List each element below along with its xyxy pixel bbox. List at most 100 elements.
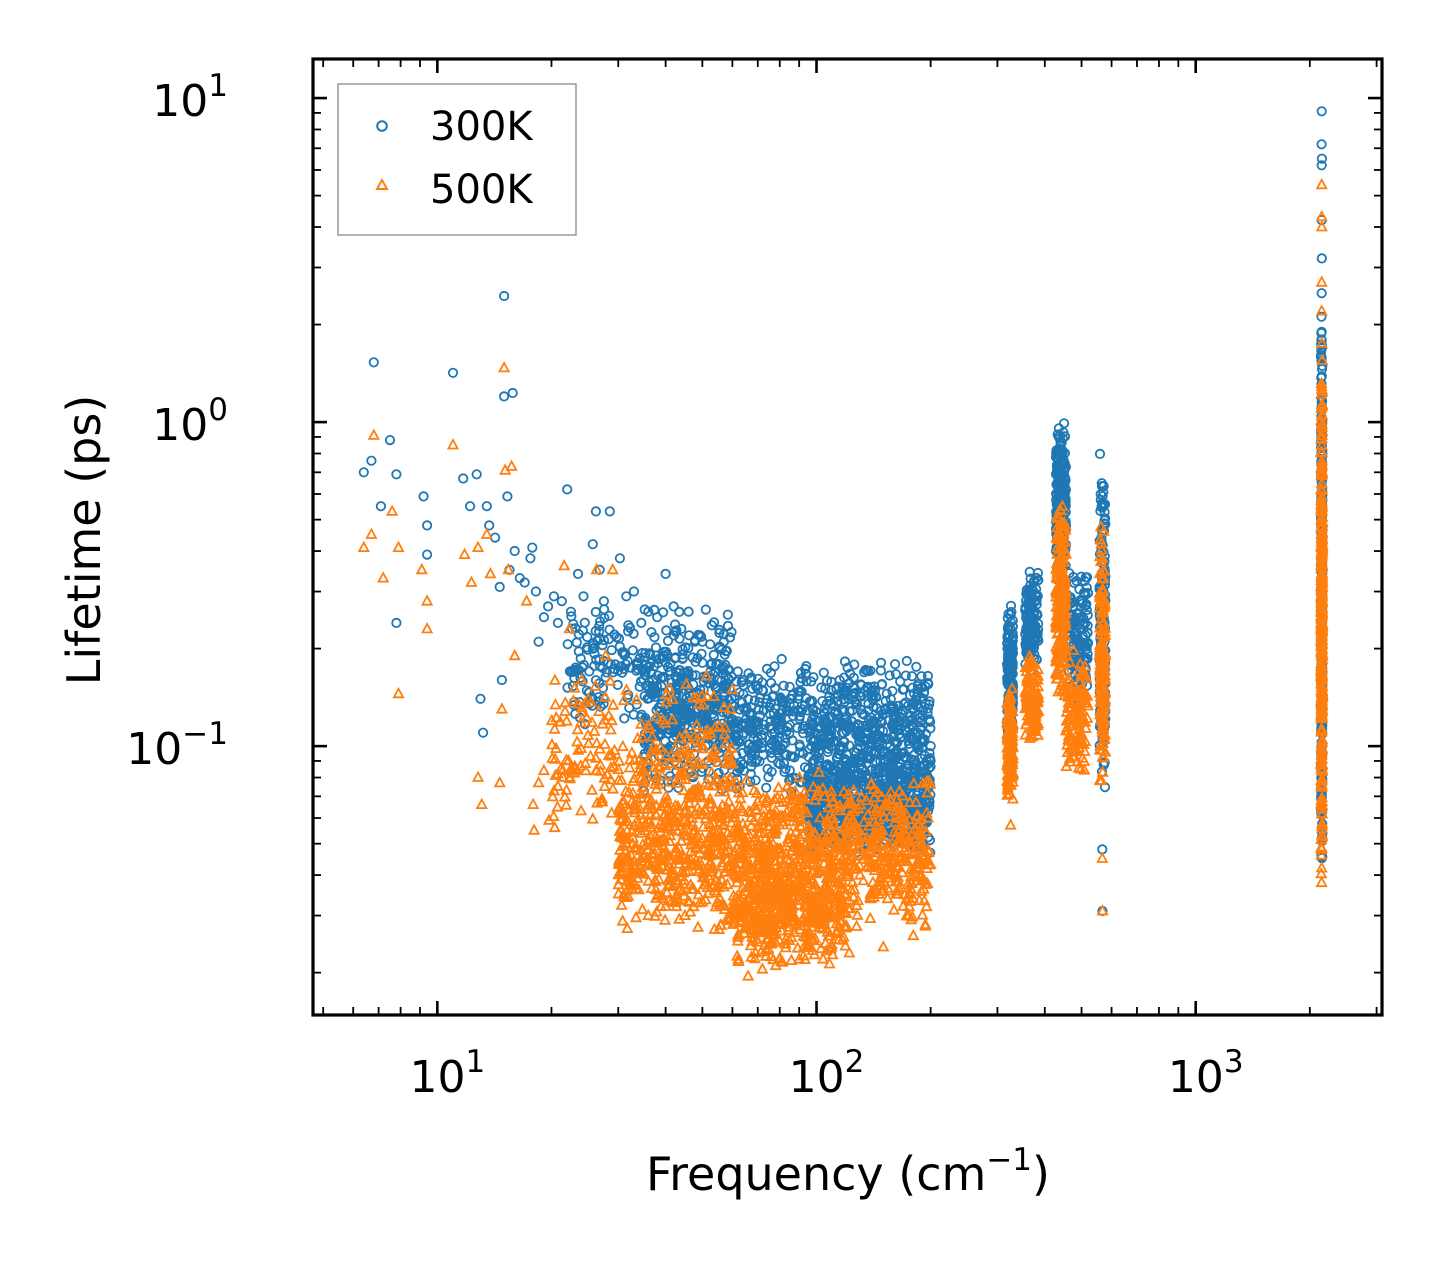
data-point-300K [644,676,655,687]
data-point-300K [823,733,834,744]
data-point-300K [721,645,732,657]
data-point-300K [716,675,727,686]
data-point-300K [677,652,688,664]
data-point-300K [747,722,759,734]
data-point-300K [573,646,584,657]
data-point-300K [690,656,701,667]
data-point-300K [822,746,833,758]
data-point-300K [885,740,896,751]
data-point-300K [603,610,615,621]
data-point-300K [743,668,754,679]
data-point-300K [922,707,933,719]
data-point-300K [849,659,860,670]
data-point-300K [562,639,573,650]
data-point-300K [776,744,787,755]
data-point-300K [825,722,836,733]
data-point-300K [828,774,839,786]
data-point-300K [769,661,780,672]
data-point-300K [869,745,881,757]
data-point-300K [650,691,661,702]
data-point-300K [708,617,720,628]
data-point-300K [622,655,633,667]
data-point-300K [876,678,888,690]
data-point-300K [674,606,685,618]
data-point-300K [793,686,804,697]
data-point-300K [737,697,748,708]
data-point-300K [870,755,881,767]
data-point-300K [700,604,711,615]
data-point-300K [906,671,918,682]
data-point-300K [903,743,915,755]
data-point-300K [894,723,906,734]
data-point-300K [683,669,694,680]
data-point-300K [613,633,625,644]
data-point-300K [764,742,776,753]
data-point-300K [745,761,757,772]
data-point-300K [805,676,817,687]
data-point-300K [754,710,766,721]
data-point-300K [631,665,642,676]
data-point-300K [917,693,929,704]
data-point-300K [784,681,795,692]
data-point-300K [835,717,847,728]
data-point-300K [766,747,777,759]
data-point-300K [606,644,617,656]
data-point-300K [805,727,816,739]
data-point-300K [813,760,824,771]
data-point-300K [718,664,729,676]
data-point-300K [790,772,801,784]
data-point-300K [616,667,628,678]
data-point-300K [753,704,764,715]
data-point-300K [697,657,708,668]
data-point-300K [575,672,586,683]
data-point-300K [887,685,898,697]
data-point-300K [743,745,754,756]
data-point-300K [618,647,629,658]
data-point-300K [646,627,657,638]
data-point-300K [657,607,669,618]
data-point-300K [839,781,850,792]
data-point-300K [656,681,667,692]
data-point-300K [594,616,606,627]
data-point-300K [640,648,651,659]
data-point-300K [881,751,893,762]
data-point-300K [597,662,608,674]
data-point-300K [868,715,879,726]
data-point-300K [734,736,745,748]
data-point-300K [676,709,688,720]
data-point-300K [772,757,784,768]
data-point-300K [765,715,777,727]
data-point-300K [856,764,868,775]
data-point-300K [804,725,815,737]
data-point-300K [683,630,695,641]
data-point-300K [658,651,669,662]
data-point-300K [813,716,825,727]
data-point-300K [571,637,582,648]
data-point-300K [915,753,927,764]
data-point-300K [716,662,727,673]
data-point-300K [844,758,855,769]
data-point-300K [726,626,737,638]
data-point-300K [855,737,866,748]
data-point-300K [922,670,934,682]
data-point-300K [922,677,933,689]
data-point-300K [623,620,634,631]
data-point-300K [605,659,616,670]
data-point-300K [898,684,910,695]
data-point-300K [919,735,930,746]
data-point-300K [722,609,733,620]
data-point-300K [878,761,889,773]
data-point-300K [1007,633,1018,644]
data-point-300K [831,683,842,695]
data-point-300K [760,697,772,709]
data-point-300K [835,767,846,779]
data-point-300K [687,670,698,681]
data-point-300K [761,782,772,793]
data-point-300K [690,670,701,681]
data-point-300K [871,731,882,742]
data-point-300K [808,710,819,721]
data-point-300K [862,665,874,677]
data-point-300K [776,653,787,665]
data-point-300K [795,667,807,679]
